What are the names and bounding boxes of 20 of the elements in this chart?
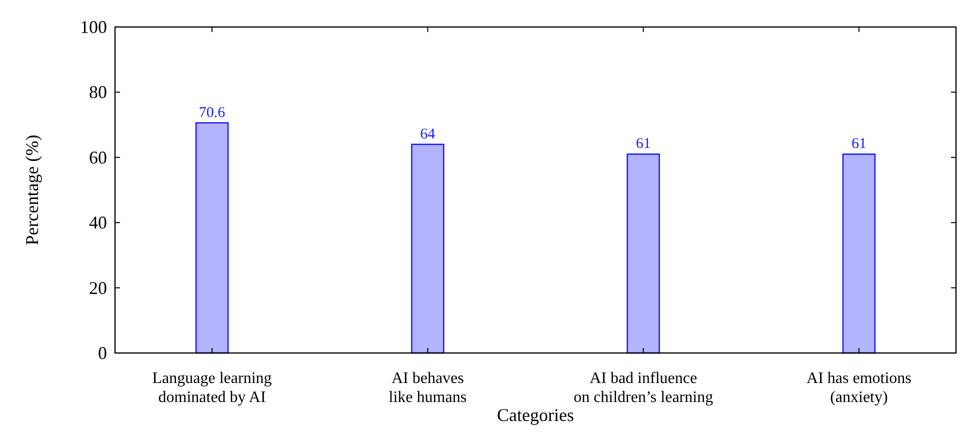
y-tick-label: 100 xyxy=(80,17,107,37)
y-tick-label: 40 xyxy=(89,212,107,233)
x-tick-label: Language learning dominated by AI xyxy=(152,370,272,406)
bar xyxy=(626,153,660,354)
data-label: 61 xyxy=(636,136,651,152)
x-axis-title: Categories xyxy=(497,405,574,425)
y-tick-label: 0 xyxy=(98,343,107,363)
bar xyxy=(195,122,229,354)
y-tick-label: 60 xyxy=(89,147,107,168)
y-tick-label: 20 xyxy=(89,278,107,298)
bar xyxy=(411,144,444,354)
y-tick-label: 80 xyxy=(89,82,107,102)
y-axis-title: Percentage (%) xyxy=(22,134,42,246)
bar xyxy=(842,153,876,354)
x-tick-label: AI behaves like humans xyxy=(388,370,467,406)
data-label: 61 xyxy=(851,136,866,152)
x-tick-label: AI bad influence on children’s learning xyxy=(574,370,714,406)
data-label: 64 xyxy=(420,126,436,142)
x-tick-label: AI has emotions (anxiety) xyxy=(806,370,912,406)
data-label: 70.6 xyxy=(198,104,226,121)
